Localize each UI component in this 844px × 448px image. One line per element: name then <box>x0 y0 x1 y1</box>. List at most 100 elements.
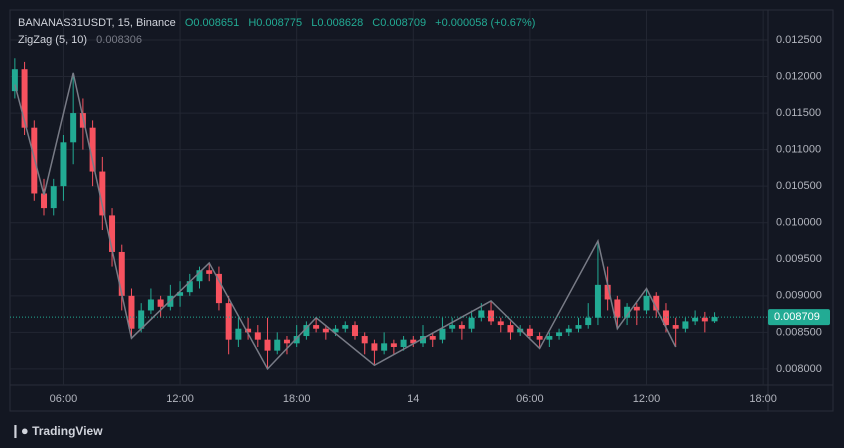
candle-body <box>536 336 543 340</box>
candle-body <box>488 310 495 322</box>
candle-body <box>313 325 320 329</box>
indicator-header: ZigZag (5, 10) 0.008306 <box>18 34 148 46</box>
candle-body <box>692 317 699 322</box>
candle-body <box>264 339 271 351</box>
candle-body <box>449 325 456 329</box>
x-tick-label: 06:00 <box>50 393 78 405</box>
candle-body <box>381 343 388 351</box>
zigzag-line <box>14 72 677 371</box>
candle-body <box>118 251 125 296</box>
x-tick-label: 06:00 <box>516 393 544 405</box>
y-tick-label: 0.010500 <box>776 180 822 192</box>
candle-body <box>420 336 427 344</box>
candle-body <box>361 336 368 344</box>
candle-body <box>41 193 48 209</box>
candle-body <box>50 186 57 209</box>
candle-body <box>653 295 660 311</box>
x-tick-label: 18:00 <box>749 393 777 405</box>
candle-body <box>322 328 329 333</box>
brand-logo: ❙● TradingView <box>10 423 103 438</box>
candle-body <box>497 321 504 326</box>
candle-body <box>283 339 290 344</box>
candle-body <box>585 317 592 326</box>
ohlc-high: H0.008775 <box>248 17 303 29</box>
candle-body <box>439 328 446 340</box>
candle-body <box>371 343 378 351</box>
candle-body <box>614 299 621 318</box>
candle-body <box>332 328 339 333</box>
candle-body <box>60 142 67 187</box>
candle-body <box>245 328 252 333</box>
candle-body <box>429 336 436 340</box>
y-tick-label: 0.010000 <box>776 217 822 229</box>
candle-body <box>662 310 669 326</box>
candle-body <box>604 284 611 300</box>
candle-body <box>458 325 465 329</box>
symbol: BANANAS31USDT, 15, Binance <box>18 17 176 29</box>
candle-body <box>575 325 582 329</box>
candle-body <box>526 328 533 337</box>
y-tick-label: 0.008500 <box>776 326 822 338</box>
candle-body <box>400 339 407 347</box>
candle-body <box>303 325 310 337</box>
candle-body <box>546 336 553 340</box>
y-tick-label: 0.008000 <box>776 363 822 375</box>
header: BANANAS31USDT, 15, Binance O0.008651 H0.… <box>18 17 541 29</box>
candle-body <box>89 127 96 172</box>
indicator-name: ZigZag (5, 10) <box>18 34 88 46</box>
y-tick-label: 0.009500 <box>776 253 822 265</box>
x-tick-label: 18:00 <box>283 393 311 405</box>
ohlc-low: L0.008628 <box>311 17 364 29</box>
x-tick-label: 14 <box>407 393 419 405</box>
candle-body <box>711 317 718 322</box>
candle-body <box>225 303 232 340</box>
candle-body <box>351 325 358 337</box>
ohlc-change: +0.000058 (+0.67%) <box>435 17 536 29</box>
candle-body <box>206 270 213 274</box>
candle-body <box>390 343 397 347</box>
candle-body <box>342 325 349 329</box>
candle-body <box>215 273 222 304</box>
candle-body <box>468 317 475 329</box>
ohlc-close: C0.008709 <box>372 17 427 29</box>
candle-body <box>682 321 689 329</box>
candle-body <box>633 306 640 311</box>
candle-body <box>643 295 650 311</box>
candle-body <box>196 270 203 282</box>
candle-body <box>672 325 679 329</box>
brand: TradingView <box>32 424 103 438</box>
candle-body <box>410 339 417 344</box>
candle-body <box>507 325 514 333</box>
x-tick-label: 12:00 <box>633 393 661 405</box>
candle-body <box>128 295 135 329</box>
indicator-value: 0.008306 <box>96 34 143 46</box>
candle-body <box>109 215 116 252</box>
y-tick-label: 0.012000 <box>776 70 822 82</box>
candle-body <box>157 299 164 307</box>
candle-body <box>147 299 154 311</box>
candle-body <box>186 281 193 293</box>
candle-body <box>11 69 18 92</box>
candle-body <box>701 317 708 322</box>
candle-body <box>99 171 106 216</box>
x-tick-label: 12:00 <box>166 393 194 405</box>
y-tick-label: 0.012500 <box>776 34 822 46</box>
y-tick-label: 0.011500 <box>776 107 821 119</box>
candle-body <box>594 284 601 318</box>
candle-body <box>235 328 242 340</box>
last-price-tag <box>768 309 830 326</box>
candle-body <box>517 328 524 333</box>
last-price-label: 0.008709 <box>774 311 820 323</box>
candle-body <box>138 310 145 329</box>
frame <box>9 9 834 412</box>
candle-body <box>70 113 77 143</box>
candle-body <box>293 336 300 344</box>
y-tick-label: 0.011000 <box>776 144 821 156</box>
candle-body <box>274 339 281 351</box>
candle-body <box>177 292 184 296</box>
candle-body <box>21 69 28 128</box>
candle-body <box>565 328 572 333</box>
ohlc-open: O0.008651 <box>184 17 240 29</box>
candle-body <box>254 332 261 340</box>
